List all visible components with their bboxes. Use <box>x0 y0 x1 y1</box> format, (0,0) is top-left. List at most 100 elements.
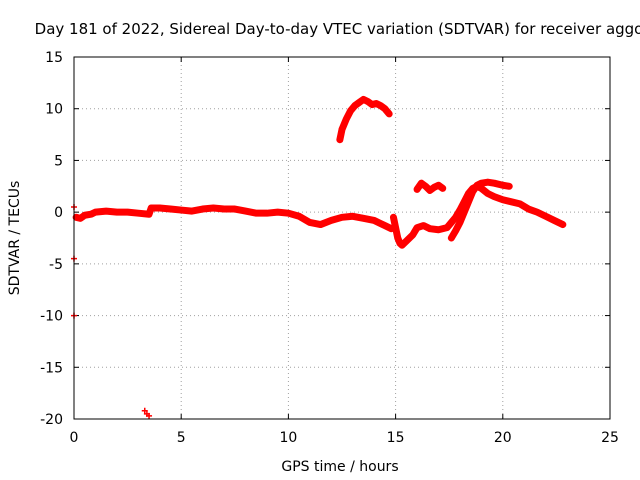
y-tick-label: 10 <box>45 102 63 118</box>
data-point <box>394 235 401 241</box>
data-point <box>167 206 174 213</box>
x-axis-label: GPS time / hours <box>281 459 398 475</box>
data-point <box>525 206 532 213</box>
y-tick-label: 0 <box>54 205 63 221</box>
data-point <box>435 182 442 189</box>
data-point <box>199 206 206 213</box>
data-point <box>452 227 459 234</box>
data-point <box>141 407 148 414</box>
data-point <box>534 209 541 216</box>
data-point <box>349 213 356 220</box>
data-point <box>148 205 155 212</box>
data-point <box>364 98 371 105</box>
data-point <box>551 217 558 224</box>
data-point <box>478 180 485 187</box>
data-point <box>156 205 163 212</box>
data-point <box>146 412 153 419</box>
data-point <box>317 221 324 228</box>
data-point <box>347 107 354 114</box>
data-point <box>414 186 421 193</box>
data-point <box>339 214 345 221</box>
data-point <box>422 183 429 190</box>
data-point <box>351 102 358 109</box>
data-point <box>253 210 260 217</box>
data-point <box>542 213 549 220</box>
data-point <box>484 179 491 186</box>
data-point <box>377 102 384 109</box>
data-point <box>559 221 566 228</box>
y-axis-label: SDTVAR / TECUs <box>7 181 23 296</box>
x-tick-label: 0 <box>70 430 79 446</box>
data-point <box>491 193 498 200</box>
data-point <box>461 209 468 216</box>
data-point <box>506 183 513 190</box>
data-point <box>484 190 491 197</box>
data-point <box>263 210 270 217</box>
y-tick-label: -15 <box>40 360 63 376</box>
data-point <box>124 209 131 216</box>
data-point <box>392 224 399 231</box>
data-point <box>444 224 451 231</box>
data-point <box>146 211 153 218</box>
data-point <box>439 185 446 192</box>
data-point <box>426 187 433 194</box>
data-point <box>296 213 303 220</box>
data-point <box>465 198 472 205</box>
data-point <box>356 99 363 106</box>
data-point <box>448 219 455 226</box>
data-point <box>403 238 410 245</box>
y-tick-label: -10 <box>40 309 63 325</box>
x-tick-label: 5 <box>177 430 186 446</box>
data-point <box>452 214 459 221</box>
data-point <box>399 242 406 249</box>
x-tick-label: 10 <box>279 430 297 446</box>
data-point <box>499 182 506 189</box>
data-point <box>469 188 476 195</box>
data-point <box>431 184 438 191</box>
data-point <box>81 212 88 219</box>
x-tick-label: 20 <box>494 430 512 446</box>
data-point <box>516 200 523 207</box>
data-point <box>491 180 498 187</box>
data-point <box>381 222 388 229</box>
data-point <box>390 214 397 221</box>
data-points <box>71 95 567 419</box>
data-point <box>221 206 228 213</box>
data-point <box>360 215 367 222</box>
data-series-band <box>72 204 395 233</box>
data-point <box>386 110 393 117</box>
data-point <box>414 224 421 231</box>
data-point <box>420 222 427 229</box>
data-point <box>339 126 345 133</box>
data-point <box>360 96 367 103</box>
y-tick-label: 15 <box>45 50 63 66</box>
x-tick-label: 25 <box>601 430 619 446</box>
plot-frame <box>73 56 611 420</box>
data-point <box>113 209 120 216</box>
data-point <box>135 210 142 217</box>
y-tick-label: 5 <box>54 153 63 169</box>
data-point <box>499 196 506 203</box>
data-point <box>242 208 249 215</box>
data-point <box>92 209 99 216</box>
data-series-band <box>389 182 567 249</box>
data-point <box>456 219 463 226</box>
data-point <box>336 136 343 143</box>
data-point <box>381 105 388 112</box>
data-point <box>426 225 433 232</box>
data-point <box>306 219 313 226</box>
data-point <box>285 210 292 217</box>
data-point <box>508 198 515 205</box>
data-point <box>77 215 84 222</box>
data-point <box>188 208 195 215</box>
data-point <box>178 207 185 214</box>
data-point <box>103 208 110 215</box>
data-point <box>328 217 335 224</box>
data-point <box>88 211 95 218</box>
data-point <box>474 182 481 189</box>
tick-labels: 0 5 10 15 20 25 -20 -15 -10 -5 0 5 10 15 <box>40 50 619 446</box>
data-point <box>418 180 425 187</box>
data-point <box>448 235 455 241</box>
data-point <box>369 101 376 108</box>
